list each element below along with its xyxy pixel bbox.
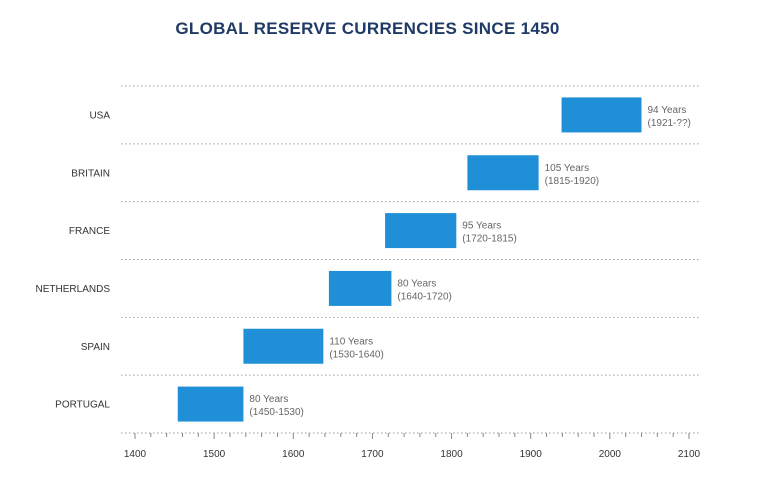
bar-label-range: (1921-??) — [647, 118, 690, 129]
bar — [328, 270, 392, 306]
bar-label-duration: 95 Years — [462, 221, 501, 232]
bar-label-duration: 105 Years — [545, 163, 590, 174]
bar-label-range: (1640-1720) — [397, 291, 451, 302]
bar-label-range: (1450-1530) — [249, 407, 303, 418]
x-tick-label: 1800 — [440, 449, 463, 460]
bar-label-range: (1720-1815) — [462, 234, 516, 245]
x-tick-label: 1600 — [282, 449, 305, 460]
bar — [385, 213, 457, 249]
x-tick-label: 1900 — [520, 449, 543, 460]
category-label: SPAIN — [81, 342, 110, 353]
x-tick-label: 2100 — [678, 449, 701, 460]
x-tick-label: 1500 — [203, 449, 226, 460]
x-tick-label: 2000 — [599, 449, 622, 460]
x-tick-label: 1400 — [124, 449, 147, 460]
bar — [467, 155, 539, 191]
bar — [177, 386, 244, 422]
category-label: FRANCE — [69, 226, 110, 237]
category-label: NETHERLANDS — [36, 284, 111, 295]
x-tick-label: 1700 — [361, 449, 384, 460]
bar-label-duration: 80 Years — [249, 394, 288, 405]
bar — [561, 97, 642, 133]
category-label: PORTUGAL — [55, 400, 110, 411]
bar-label-duration: 94 Years — [647, 105, 686, 116]
bar-label-duration: 110 Years — [329, 336, 373, 347]
chart-title: GLOBAL RESERVE CURRENCIES SINCE 1450 — [175, 19, 560, 38]
bar-label-range: (1815-1920) — [545, 176, 599, 187]
category-label: BRITAIN — [71, 168, 110, 179]
bar — [243, 328, 324, 364]
bar-label-range: (1530-1640) — [329, 349, 383, 360]
bar-label-duration: 80 Years — [397, 278, 436, 289]
category-label: USA — [89, 110, 110, 121]
